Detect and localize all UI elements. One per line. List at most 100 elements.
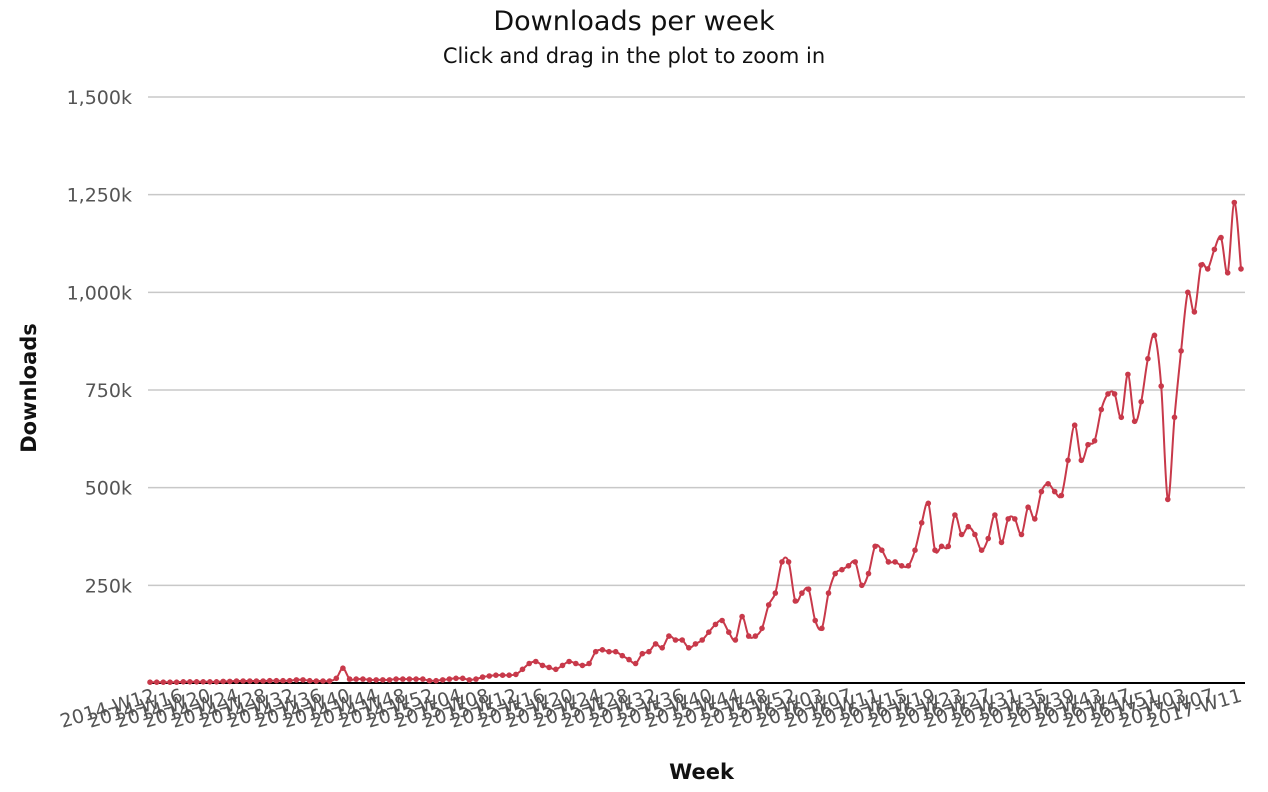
data-point <box>400 676 406 682</box>
data-point <box>566 658 572 665</box>
data-point <box>1058 492 1065 499</box>
data-point <box>180 679 187 685</box>
data-point <box>1065 457 1071 464</box>
data-point <box>300 677 306 683</box>
data-point <box>247 678 253 684</box>
data-point <box>812 617 818 624</box>
data-point <box>1158 383 1164 389</box>
data-point <box>559 662 566 669</box>
data-point <box>526 660 532 667</box>
data-point <box>1185 289 1191 296</box>
data-point <box>918 520 925 526</box>
data-point <box>240 678 246 684</box>
data-point <box>898 563 905 569</box>
data-point <box>599 647 606 653</box>
y-tick-label: 1,000k <box>67 282 132 304</box>
data-point <box>958 531 965 538</box>
data-point <box>626 656 632 663</box>
data-point <box>1204 266 1211 272</box>
data-point <box>413 676 419 682</box>
data-point <box>320 678 326 684</box>
data-point <box>353 676 360 682</box>
data-point <box>752 633 759 639</box>
data-point <box>227 678 233 685</box>
data-point <box>160 679 167 685</box>
data-point <box>473 676 479 682</box>
data-point <box>1071 422 1078 429</box>
data-point <box>699 637 705 643</box>
data-point <box>1005 516 1011 522</box>
data-point <box>406 676 413 682</box>
data-point <box>1078 457 1085 464</box>
y-tick-label: 250k <box>85 575 132 597</box>
data-point <box>879 547 885 553</box>
data-point <box>1145 355 1151 362</box>
data-point <box>533 658 539 665</box>
data-point <box>606 648 612 655</box>
data-point <box>420 676 426 682</box>
chart-subtitle: Click and drag in the plot to zoom in <box>442 44 826 68</box>
data-point <box>213 679 220 685</box>
data-point <box>260 678 266 684</box>
y-tick-label: 1,500k <box>67 87 132 109</box>
data-point <box>692 641 699 647</box>
data-point <box>792 598 799 604</box>
data-point <box>1018 531 1025 538</box>
data-point <box>193 679 200 685</box>
data-point <box>925 500 932 507</box>
data-point <box>772 590 779 596</box>
data-point <box>1165 496 1171 503</box>
data-point <box>845 563 852 569</box>
data-point <box>1038 488 1045 495</box>
data-point <box>1105 391 1111 397</box>
data-point <box>513 671 519 678</box>
data-point <box>666 633 672 639</box>
data-point <box>1025 504 1031 511</box>
data-point <box>952 512 958 518</box>
data-point <box>340 665 346 671</box>
data-point <box>439 677 446 683</box>
data-point <box>313 678 320 684</box>
data-point <box>493 672 499 678</box>
data-point <box>652 641 659 647</box>
data-point <box>819 625 825 632</box>
y-tick-label: 750k <box>85 380 132 402</box>
data-point <box>380 677 386 683</box>
data-point <box>153 679 160 685</box>
data-point <box>832 570 838 577</box>
data-point <box>1211 246 1218 253</box>
data-point <box>546 664 552 671</box>
data-point <box>220 678 226 685</box>
data-point <box>326 678 333 684</box>
data-point <box>1051 488 1058 495</box>
data-point <box>686 645 692 651</box>
data-point <box>200 679 206 685</box>
data-point <box>506 672 512 678</box>
data-point <box>945 543 952 550</box>
data-point <box>207 679 213 685</box>
data-point <box>805 586 812 592</box>
data-point <box>173 679 180 685</box>
data-point <box>1138 398 1144 405</box>
data-point <box>573 660 579 667</box>
data-point <box>592 648 599 655</box>
data-point <box>998 539 1005 546</box>
data-point <box>306 677 313 684</box>
data-point <box>1178 348 1184 354</box>
data-point <box>233 678 240 684</box>
data-point <box>479 674 486 680</box>
data-point <box>965 523 972 530</box>
data-point <box>553 666 559 673</box>
data-point <box>785 559 792 565</box>
data-point <box>1131 418 1138 425</box>
data-point <box>912 547 918 553</box>
data-point <box>586 660 592 667</box>
data-point <box>905 563 912 569</box>
data-point <box>426 677 433 684</box>
chart-title: Downloads per week <box>493 6 775 37</box>
data-point <box>839 566 845 573</box>
data-point <box>386 677 393 683</box>
y-tick-label: 1,250k <box>67 185 132 207</box>
